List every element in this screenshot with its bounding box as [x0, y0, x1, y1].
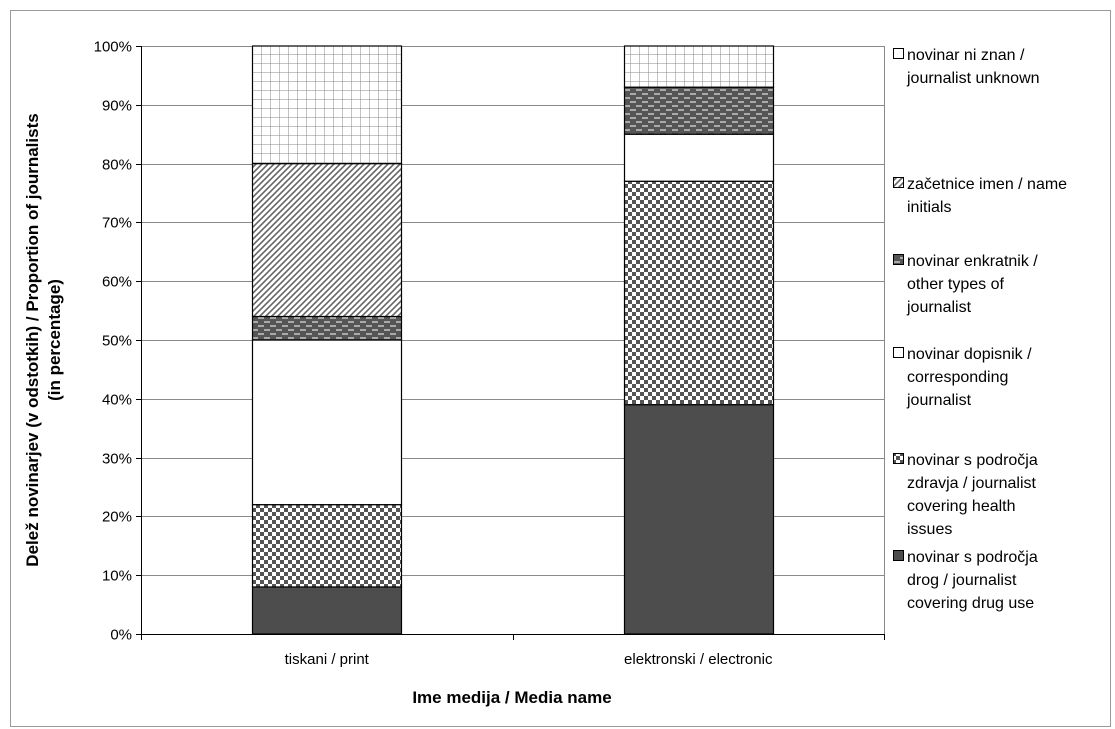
legend-label: journalist unknown [906, 70, 1040, 87]
y-axis-title-line1: Delež novinarjev (v odstotkih) / Proport… [23, 113, 42, 566]
legend-label: journalist [906, 392, 972, 409]
bar-segment [251, 163, 403, 318]
legend-label: novinar ni znan / [907, 47, 1025, 64]
tick-labels: 0% 10% 20% 30% 40% 50% 60% 70% 80% 90% 100% tiskani… [94, 39, 773, 669]
y-tick-label: 60% [102, 274, 132, 291]
legend-label: other types of [907, 276, 1005, 293]
axes [136, 46, 885, 640]
legend-label: zdravja / journalist [907, 475, 1037, 492]
legend-label: novinar dopisnik / [907, 346, 1032, 363]
legend-label: novinar s področja [907, 549, 1038, 566]
legend-label: journalist [906, 299, 972, 316]
legend-label: initials [907, 199, 951, 216]
bar-segment [623, 133, 775, 182]
legend-swatch [893, 347, 904, 358]
legend-label: covering drug use [907, 595, 1034, 612]
y-axis-title: Delež novinarjev (v odstotkih) / Proport… [23, 113, 64, 566]
bar-segment [623, 86, 775, 135]
legend-label: issues [907, 521, 952, 538]
y-tick-label: 90% [102, 98, 132, 115]
legend-label: drog / journalist [907, 572, 1017, 589]
bar-segment [623, 45, 775, 88]
legend-swatch [893, 550, 904, 561]
legend-label: corresponding [907, 369, 1008, 386]
chart-border [10, 10, 1111, 727]
bar-segment [251, 339, 403, 506]
bar-segment [251, 504, 403, 588]
legend-label: novinar s področja [907, 452, 1038, 469]
legend-label: covering health [907, 498, 1016, 515]
bar-segment [623, 180, 775, 406]
y-tick-label: 30% [102, 451, 132, 468]
y-tick-label: 70% [102, 215, 132, 232]
y-tick-label: 40% [102, 392, 132, 409]
y-tick-label: 50% [102, 333, 132, 350]
y-tick-label: 10% [102, 568, 132, 585]
bars [251, 45, 775, 635]
y-tick-label: 20% [102, 509, 132, 526]
bar-segment [623, 404, 775, 635]
y-tick-label: 0% [110, 627, 132, 644]
bar-segment [251, 586, 403, 635]
legend-label: novinar enkratnik / [907, 253, 1038, 270]
legend: novinar ni znan / journalist unknown začet… [893, 47, 1067, 612]
bar-segment [251, 45, 403, 165]
legend-swatch [893, 254, 904, 265]
bar-segment [251, 315, 403, 341]
legend-swatch [893, 48, 904, 59]
x-axis-title: Ime medija / Media name [412, 688, 611, 707]
x-tick-label: elektronski / electronic [624, 651, 773, 668]
legend-label: začetnice imen / name [907, 176, 1067, 193]
legend-swatch [893, 453, 904, 464]
y-tick-label: 80% [102, 157, 132, 174]
y-axis-title-line2: (in percentage) [45, 279, 64, 401]
y-tick-label: 100% [94, 39, 132, 56]
x-tick-label: tiskani / print [285, 651, 370, 668]
legend-swatch [893, 177, 904, 188]
